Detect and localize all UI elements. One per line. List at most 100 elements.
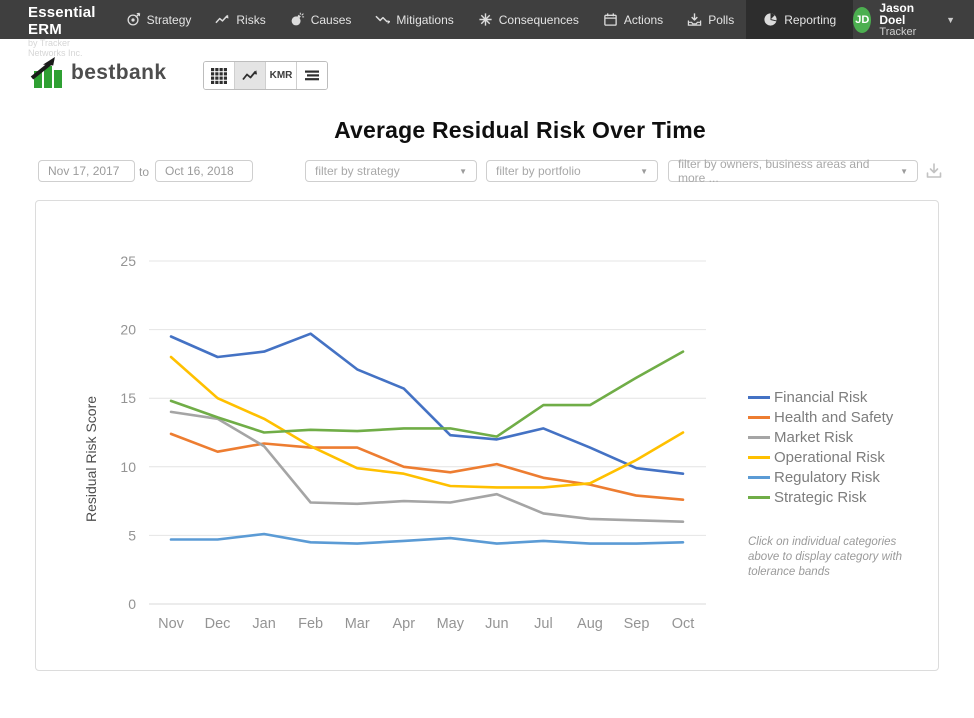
chevron-down-icon: ▼ — [900, 166, 908, 176]
legend-item-operational-risk[interactable]: Operational Risk — [748, 447, 893, 467]
nav-item-risks[interactable]: Risks — [203, 0, 277, 39]
owners-filter-select[interactable]: filter by owners, business areas and mor… — [668, 157, 918, 185]
inbox-icon — [687, 12, 702, 27]
app-subtitle: by Tracker Networks Inc. — [28, 38, 83, 58]
legend-label: Operational Risk — [774, 448, 885, 466]
nav-item-label: Mitigations — [396, 12, 454, 27]
chevron-down-icon[interactable]: ▼ — [946, 14, 956, 25]
legend-label: Financial Risk — [774, 388, 868, 406]
legend-item-financial-risk[interactable]: Financial Risk — [748, 387, 893, 407]
line-chart-icon — [242, 68, 258, 84]
x-tick-label: Dec — [205, 616, 231, 632]
nav-item-strategy[interactable]: Strategy — [114, 0, 204, 39]
legend-label: Regulatory Risk — [774, 468, 880, 486]
burst-icon — [478, 12, 493, 27]
x-tick-label: Aug — [577, 616, 603, 632]
x-tick-label: Jan — [252, 616, 275, 632]
chevron-down-icon: ▼ — [640, 166, 648, 176]
user-org: Tracker — [879, 25, 917, 38]
nav-item-label: Actions — [623, 12, 664, 27]
x-tick-label: Sep — [624, 616, 650, 632]
portfolio-filter-placeholder: filter by portfolio — [496, 164, 581, 178]
series-line-operational-risk[interactable] — [169, 355, 685, 489]
strategy-filter-select[interactable]: filter by strategy ▼ — [305, 160, 477, 182]
list-icon — [304, 68, 320, 84]
line-chart-view-button[interactable] — [235, 62, 266, 89]
date-from-input[interactable] — [38, 160, 135, 182]
series-line-market-risk[interactable] — [169, 410, 685, 524]
nav-item-causes[interactable]: Causes — [278, 0, 364, 39]
legend-item-regulatory-risk[interactable]: Regulatory Risk — [748, 467, 893, 487]
x-tick-label: Jul — [534, 616, 553, 632]
app-brand[interactable]: Essential ERM by Tracker Networks Inc. — [0, 0, 96, 58]
y-tick-label: 15 — [120, 390, 136, 406]
owners-filter-placeholder: filter by owners, business areas and mor… — [678, 157, 870, 185]
y-tick-label: 5 — [128, 527, 136, 543]
user-menu[interactable]: JD Jason Doel Tracker ▼ — [853, 0, 974, 39]
list-view-button[interactable] — [297, 62, 327, 89]
y-axis-title: Residual Risk Score — [83, 396, 99, 522]
chart-panel: 0 5 10 15 20 25 Nov Dec Jan Feb Mar Apr May Jun Jul Aug… — [35, 200, 939, 671]
x-tick-label: Jun — [485, 616, 508, 632]
legend-swatch — [748, 455, 770, 459]
legend-item-health-and-safety[interactable]: Health and Safety — [748, 407, 893, 427]
x-tick-label: Feb — [298, 616, 323, 632]
pie-chart-icon — [763, 12, 778, 27]
nav-item-label: Causes — [310, 12, 352, 27]
x-tick-label: Mar — [345, 616, 370, 632]
kmr-view-button[interactable]: KMR — [266, 62, 297, 89]
legend-swatch — [748, 415, 770, 419]
user-info: Jason Doel Tracker — [879, 2, 924, 38]
nav-item-actions[interactable]: Actions — [591, 0, 675, 39]
y-tick-label: 25 — [120, 253, 136, 269]
legend-swatch — [748, 495, 770, 499]
legend-note: Click on individual categories above to … — [748, 536, 903, 579]
nav-item-label: Reporting — [784, 12, 837, 27]
x-tick-label: Apr — [392, 616, 415, 632]
legend-swatch — [748, 475, 770, 479]
to-label: to — [139, 165, 150, 179]
download-icon[interactable] — [925, 162, 943, 180]
trend-up-icon — [215, 12, 230, 27]
page-title: Average Residual Risk Over Time — [334, 117, 706, 144]
chevron-down-icon: ▼ — [459, 166, 467, 176]
bomb-icon — [290, 12, 305, 27]
legend-item-strategic-risk[interactable]: Strategic Risk — [748, 487, 893, 507]
calendar-icon — [603, 12, 618, 27]
x-tick-label: Nov — [158, 616, 185, 632]
series-line-strategic-risk[interactable] — [169, 350, 685, 438]
legend-label: Market Risk — [774, 428, 854, 446]
series-line-regulatory-risk[interactable] — [169, 532, 685, 545]
y-tick-label: 10 — [120, 459, 136, 475]
legend-swatch — [748, 395, 770, 399]
legend-swatch — [748, 435, 770, 439]
strategy-filter-placeholder: filter by strategy — [315, 164, 400, 178]
filter-row: to filter by strategy ▼ filter by portfo… — [0, 157, 974, 186]
zigzag-down-icon — [375, 12, 391, 27]
main-nav: Strategy Risks Causes Mitigations Consequenc… — [114, 0, 854, 39]
bestbank-logo-text: bestbank — [71, 61, 167, 84]
nav-item-consequences[interactable]: Consequences — [466, 0, 591, 39]
nav-item-polls[interactable]: Polls — [675, 0, 746, 39]
nav-item-mitigations[interactable]: Mitigations — [363, 0, 465, 39]
grid-icon — [211, 67, 227, 84]
legend-label: Strategic Risk — [774, 488, 867, 506]
nav-item-label: Polls — [708, 12, 735, 27]
view-button-label: KMR — [269, 70, 293, 81]
user-name: Jason Doel — [879, 0, 915, 27]
target-icon — [126, 12, 141, 27]
portfolio-filter-select[interactable]: filter by portfolio ▼ — [486, 160, 658, 182]
nav-item-label: Risks — [236, 12, 266, 27]
legend-label: Health and Safety — [774, 408, 894, 426]
bestbank-logo[interactable]: bestbank — [30, 56, 166, 90]
avatar: JD — [853, 6, 872, 33]
nav-item-reporting[interactable]: Reporting — [746, 0, 854, 39]
top-nav: Essential ERM by Tracker Networks Inc. S… — [0, 0, 974, 58]
app-title: Essential ERM — [28, 4, 96, 38]
grid-view-button[interactable] — [204, 62, 235, 89]
bestbank-logo-icon — [30, 56, 68, 90]
series-line-health-and-safety[interactable] — [169, 432, 685, 502]
date-to-input[interactable] — [155, 160, 253, 182]
series-line-financial-risk[interactable] — [169, 332, 685, 476]
legend-item-market-risk[interactable]: Market Risk — [748, 427, 893, 447]
